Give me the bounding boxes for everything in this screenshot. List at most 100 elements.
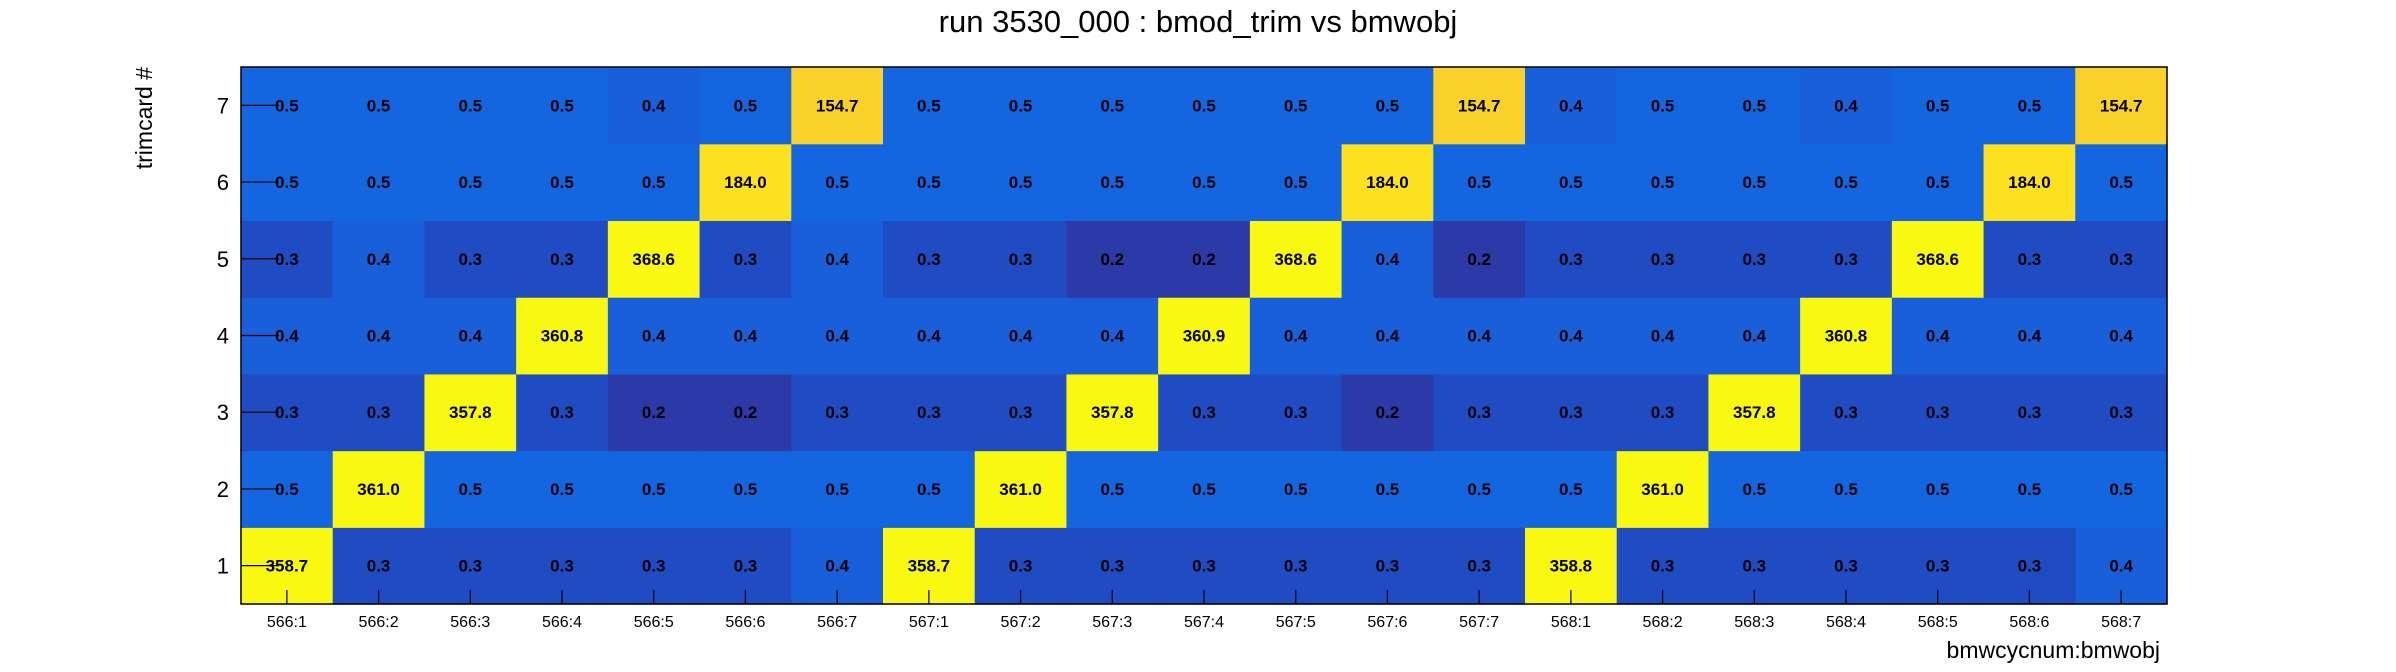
cell-value-label: 0.4 <box>1926 327 1950 346</box>
cell-value-label: 0.3 <box>1559 403 1583 422</box>
cell-value-label: 0.5 <box>1926 96 1950 115</box>
heatmap-cell <box>1616 297 1710 375</box>
y-axis-label: trimcard # <box>131 67 157 169</box>
x-tick-label: 568:7 <box>2101 614 2141 631</box>
cell-value-label: 0.5 <box>1742 173 1766 192</box>
cell-value-label: 0.5 <box>1192 173 1216 192</box>
cell-value-label: 0.5 <box>1376 480 1400 499</box>
y-tick-label: 5 <box>217 247 229 272</box>
cell-value-label: 0.5 <box>458 173 482 192</box>
heatmap-cell <box>1708 373 1801 452</box>
cell-value-label: 0.5 <box>275 173 299 192</box>
heatmap-cell <box>883 67 976 145</box>
cell-value-label: 0.4 <box>367 250 391 269</box>
cell-value-label: 0.3 <box>1742 250 1766 269</box>
heatmap-cell <box>1708 67 1801 145</box>
cell-value-label: 0.5 <box>550 480 574 499</box>
cell-value-label: 0.5 <box>1467 480 1491 499</box>
cell-value-label: 368.6 <box>1274 250 1317 269</box>
cell-value-label: 358.7 <box>266 557 309 576</box>
heatmap-cell <box>791 373 884 452</box>
heatmap-cell <box>424 220 517 298</box>
cell-value-label: 0.3 <box>275 250 299 269</box>
cell-value-label: 0.4 <box>1376 250 1400 269</box>
cell-value-label: 0.5 <box>734 96 758 115</box>
heatmap-cell <box>1708 220 1801 298</box>
heatmap-cell <box>1249 373 1343 452</box>
heatmap-cell <box>516 143 609 222</box>
heatmap-cell <box>883 220 976 298</box>
cell-value-label: 0.5 <box>642 173 666 192</box>
x-tick-label: 567:1 <box>909 614 949 631</box>
heatmap-cell <box>332 220 426 298</box>
cell-value-label: 0.3 <box>1192 557 1216 576</box>
cell-value-label: 0.3 <box>1467 403 1491 422</box>
cell-value-label: 0.3 <box>1009 557 1033 576</box>
cell-value-label: 0.5 <box>1467 173 1491 192</box>
cell-value-label: 0.3 <box>1834 250 1858 269</box>
cell-value-label: 0.5 <box>1651 173 1675 192</box>
cell-value-label: 0.3 <box>367 403 391 422</box>
heatmap-cell <box>1433 297 1526 375</box>
heatmap-cell <box>1983 67 2076 145</box>
y-tick-label: 3 <box>217 400 229 425</box>
heatmap-cell-labels: 358.7 0.3 0.3 0.3 0.3 0.3 0.4 358.7 0.3 0.3 0.3 0.3… <box>266 96 2143 575</box>
cell-value-label: 0.5 <box>1926 480 1950 499</box>
heatmap-cell <box>1066 143 1159 222</box>
heatmap-cell <box>1983 143 2076 222</box>
x-tick-label: 567:3 <box>1092 614 1132 631</box>
heatmap-cell <box>699 143 792 222</box>
heatmap-cell <box>1158 220 1251 298</box>
cell-value-label: 0.2 <box>1376 403 1400 422</box>
x-tick-label: 566:3 <box>450 614 490 631</box>
cell-value-label: 0.3 <box>1100 557 1124 576</box>
heatmap-cell <box>1341 373 1434 452</box>
heatmap-cell <box>1249 143 1343 222</box>
cell-value-label: 0.5 <box>275 96 299 115</box>
heatmap-cell <box>1433 67 1526 145</box>
heatmap-cell <box>1249 220 1343 298</box>
cell-value-label: 0.5 <box>1834 480 1858 499</box>
cell-value-label: 0.5 <box>734 480 758 499</box>
cell-value-label: 0.3 <box>642 557 666 576</box>
heatmap-cell <box>607 143 701 222</box>
x-tick-label: 566:2 <box>359 614 399 631</box>
cell-value-label: 0.4 <box>1559 96 1583 115</box>
heatmap-cell <box>699 450 792 528</box>
cell-value-label: 360.8 <box>541 327 584 346</box>
x-tick-label: 567:2 <box>1001 614 1041 631</box>
cell-value-label: 360.9 <box>1183 327 1226 346</box>
cell-value-label: 0.3 <box>2109 250 2133 269</box>
heatmap-cell <box>424 297 517 375</box>
heatmap-cell <box>1525 143 1618 222</box>
heatmap-cell <box>332 373 426 452</box>
cell-value-label: 0.4 <box>917 327 941 346</box>
x-tick-label: 567:6 <box>1367 614 1407 631</box>
y-tick-label: 6 <box>217 170 229 195</box>
heatmap-cell <box>332 67 426 145</box>
heatmap-cell <box>2075 297 2168 375</box>
heatmap-cell <box>791 220 884 298</box>
cell-value-label: 0.4 <box>1467 327 1491 346</box>
cell-value-label: 0.3 <box>1651 557 1675 576</box>
heatmap-cell <box>332 143 426 222</box>
cell-value-label: 357.8 <box>1733 403 1776 422</box>
cell-value-label: 0.5 <box>1742 96 1766 115</box>
cell-value-label: 0.4 <box>642 327 666 346</box>
cell-value-label: 0.5 <box>1284 96 1308 115</box>
heatmap-cell <box>1341 143 1434 222</box>
heatmap-cell <box>1341 297 1434 375</box>
y-tick-label: 2 <box>217 477 229 502</box>
x-tick-label: 567:4 <box>1184 614 1224 631</box>
cell-value-label: 0.3 <box>550 250 574 269</box>
cell-value-label: 0.4 <box>1559 327 1583 346</box>
cell-value-label: 0.3 <box>2018 557 2042 576</box>
cell-value-label: 0.3 <box>1376 557 1400 576</box>
heatmap-cell <box>607 67 701 145</box>
heatmap-cell <box>974 297 1068 375</box>
heatmap-cell <box>1616 67 1710 145</box>
cell-value-label: 0.4 <box>2018 327 2042 346</box>
cell-value-label: 0.3 <box>734 557 758 576</box>
cell-value-label: 360.8 <box>1825 327 1868 346</box>
cell-value-label: 0.5 <box>917 480 941 499</box>
